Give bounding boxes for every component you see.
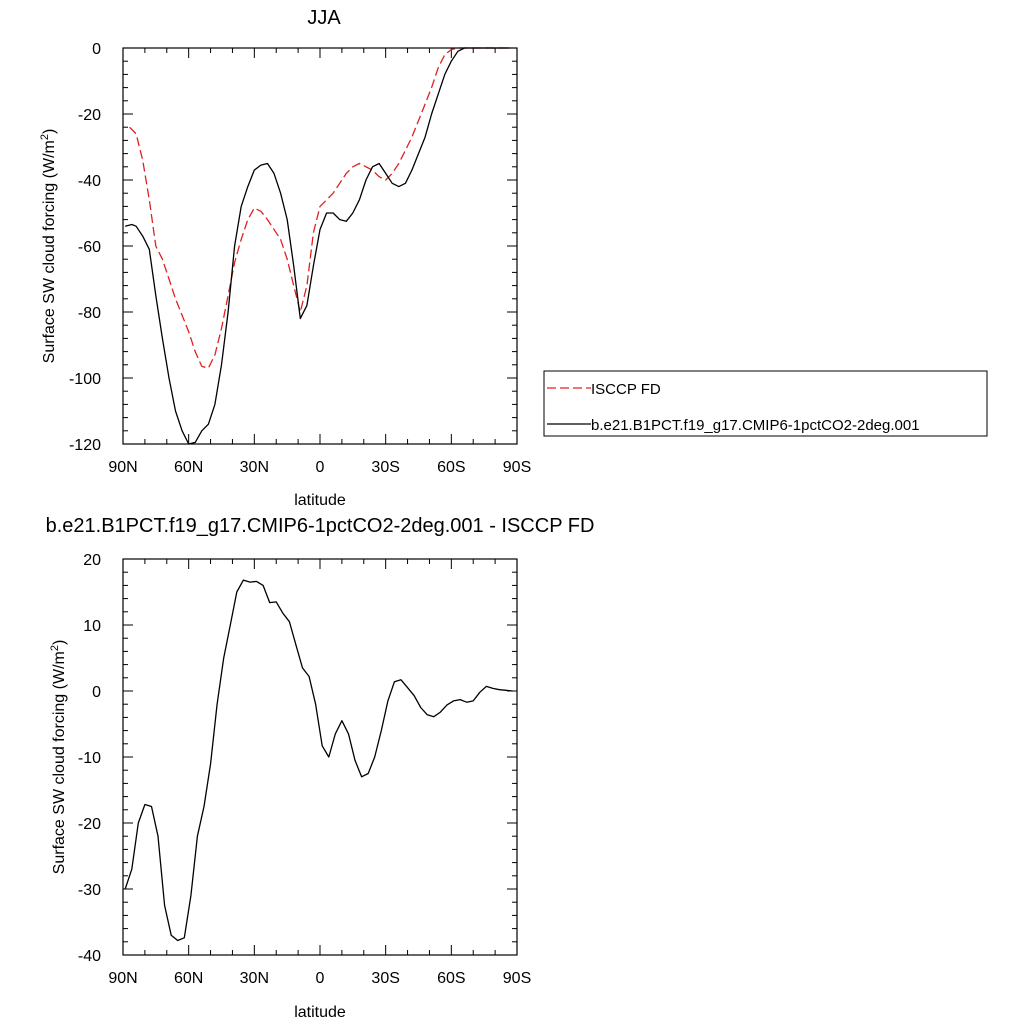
bottom-y-tick-label: 20 bbox=[83, 552, 101, 569]
bottom-y-tick-label: 0 bbox=[92, 684, 101, 701]
top-x-tick-label: 0 bbox=[316, 459, 325, 476]
bottom-plot-frame bbox=[122, 558, 518, 956]
bottom-x-tick-label: 90N bbox=[108, 970, 137, 987]
bottom-y-tick-label: -40 bbox=[78, 948, 101, 965]
top-x-axis-label: latitude bbox=[294, 492, 346, 509]
legend: ISCCP FD b.e21.B1PCT.f19_g17.CMIP6-1pctC… bbox=[543, 370, 988, 437]
bottom-x-tick-label: 60N bbox=[174, 970, 203, 987]
top-axis-ticks: 90N 60N 30N 0 30S 60S 90S 0 -20 -40 -60 -80 -100 -120 bbox=[69, 41, 531, 476]
top-x-tick-label: 60S bbox=[437, 459, 465, 476]
top-y-axis-label: Surface SW cloud forcing (W/m2) bbox=[39, 129, 58, 364]
top-x-tick-label: 30S bbox=[371, 459, 399, 476]
bottom-y-tick-label: 10 bbox=[83, 618, 101, 635]
top-x-tick-label: 90N bbox=[108, 459, 137, 476]
top-y-tick-label: -20 bbox=[78, 107, 101, 124]
bottom-plot: b.e21.B1PCT.f19_g17.CMIP6-1pctCO2-2deg.0… bbox=[46, 515, 595, 1021]
top-plot-frame bbox=[122, 47, 518, 445]
bottom-x-tick-label: 30S bbox=[371, 970, 399, 987]
top-y-tick-label: 0 bbox=[92, 41, 101, 58]
top-y-tick-label: -80 bbox=[78, 305, 101, 322]
bottom-x-tick-label: 0 bbox=[316, 970, 325, 987]
bottom-series-group bbox=[124, 579, 513, 942]
top-plot: JJA 90N 60N 30N 0 30S 60S 90S 0 -20 -40 -60 -80 -100… bbox=[39, 7, 988, 509]
bottom-y-tick-label: -10 bbox=[78, 750, 101, 767]
top-series-line-1 bbox=[125, 47, 511, 445]
top-y-tick-label: -40 bbox=[78, 173, 101, 190]
bottom-x-tick-label: 90S bbox=[503, 970, 531, 987]
top-y-tick-label: -120 bbox=[69, 437, 101, 454]
bottom-y-tick-label: -30 bbox=[78, 882, 101, 899]
bottom-series-line-0 bbox=[124, 579, 513, 942]
bottom-axis-ticks: 90N 60N 30N 0 30S 60S 90S 20 10 0 -10 -20 -30 -40 bbox=[78, 552, 531, 987]
bottom-y-axis-label: Surface SW cloud forcing (W/m2) bbox=[49, 640, 68, 875]
top-x-tick-label: 90S bbox=[503, 459, 531, 476]
legend-label-isccp: ISCCP FD bbox=[591, 381, 661, 398]
bottom-x-tick-label: 30N bbox=[240, 970, 269, 987]
top-x-tick-label: 30N bbox=[240, 459, 269, 476]
top-y-tick-label: -100 bbox=[69, 371, 101, 388]
top-series-group bbox=[125, 47, 511, 445]
legend-box bbox=[543, 370, 988, 437]
bottom-chart-title: b.e21.B1PCT.f19_g17.CMIP6-1pctCO2-2deg.0… bbox=[46, 515, 595, 537]
bottom-x-axis-label: latitude bbox=[294, 1004, 346, 1021]
bottom-x-tick-label: 60S bbox=[437, 970, 465, 987]
top-chart-title: JJA bbox=[307, 7, 341, 29]
top-x-tick-label: 60N bbox=[174, 459, 203, 476]
legend-label-model: b.e21.B1PCT.f19_g17.CMIP6-1pctCO2-2deg.0… bbox=[591, 417, 920, 434]
bottom-y-tick-label: -20 bbox=[78, 816, 101, 833]
top-series-line-0 bbox=[129, 47, 511, 369]
top-y-tick-label: -60 bbox=[78, 239, 101, 256]
